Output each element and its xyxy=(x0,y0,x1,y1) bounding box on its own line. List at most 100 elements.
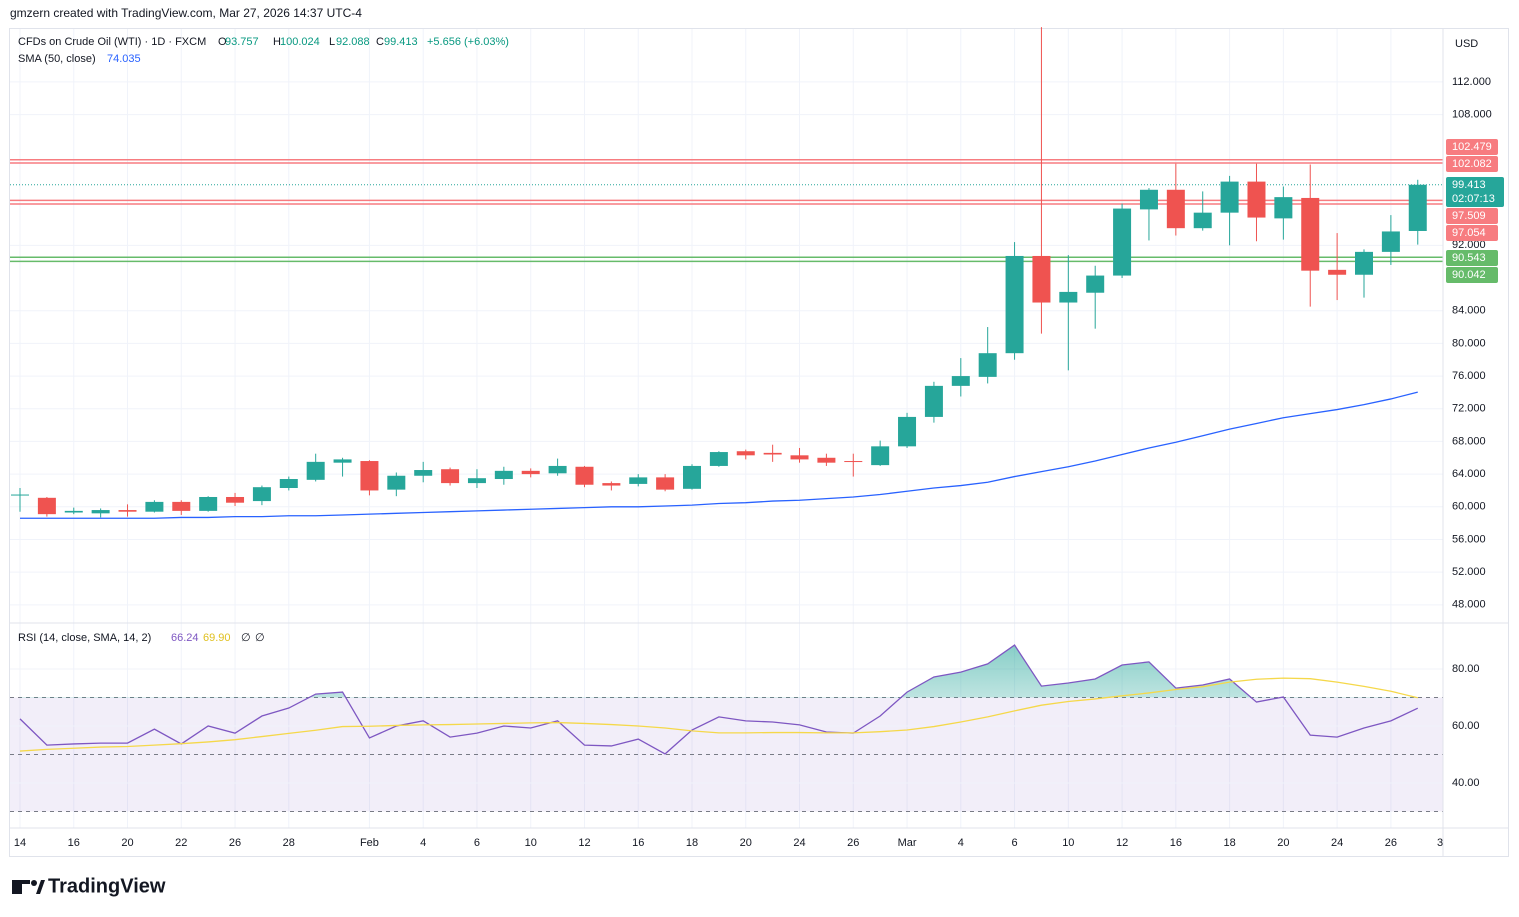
y-tick-label: 108.000 xyxy=(1452,109,1492,121)
rsi-legend-value: 69.90 xyxy=(203,632,231,644)
candle-body xyxy=(817,457,836,463)
x-tick-label: 22 xyxy=(175,837,187,849)
candle-body xyxy=(64,510,83,513)
candle-body xyxy=(333,459,352,463)
hline-label: 97.054 xyxy=(1452,227,1486,239)
x-tick-label: 24 xyxy=(1331,837,1343,849)
hline-label: 90.042 xyxy=(1452,269,1486,281)
ohlc-value: 93.757 xyxy=(225,36,259,48)
change: +5.656 (+6.03%) xyxy=(427,36,509,48)
y-tick-label: 52.000 xyxy=(1452,566,1486,578)
countdown: 02:07:13 xyxy=(1452,193,1495,205)
candle-body xyxy=(1220,181,1239,213)
rsi-legend-value: 66.24 xyxy=(171,632,199,644)
ohlc-prefix: L xyxy=(329,36,335,48)
x-tick-label: Feb xyxy=(360,837,379,849)
hline-label: 102.479 xyxy=(1452,141,1492,153)
x-tick-label: 28 xyxy=(283,837,295,849)
y-tick-label: 48.000 xyxy=(1452,599,1486,611)
candle-body xyxy=(1381,231,1400,252)
hline-label-box xyxy=(1446,156,1498,172)
ohlc-prefix: H xyxy=(273,36,281,48)
rsi-line xyxy=(19,677,1418,752)
candle-body xyxy=(790,455,809,460)
candle-body xyxy=(226,496,245,503)
candle-body xyxy=(1408,184,1427,231)
ohlc-prefix: O xyxy=(218,36,227,48)
candle-body xyxy=(145,501,164,512)
hline-label: 90.543 xyxy=(1452,252,1486,264)
candle-body xyxy=(252,487,271,502)
y-tick-label: 72.000 xyxy=(1452,403,1486,415)
brand: TradingView xyxy=(48,875,166,897)
candle-body xyxy=(1193,212,1212,229)
candle-body xyxy=(1301,197,1320,271)
candle-body xyxy=(1274,197,1293,219)
overbought-fill xyxy=(20,645,1418,698)
candle-body xyxy=(656,477,675,490)
hline-label-box xyxy=(1446,267,1498,283)
y-tick-label: 80.00 xyxy=(1452,663,1480,675)
candle-body xyxy=(709,452,728,466)
candle-body xyxy=(306,461,325,480)
y-tick-label: 76.000 xyxy=(1452,370,1486,382)
y-tick-label: 64.000 xyxy=(1452,468,1486,480)
x-tick-label: 10 xyxy=(525,837,537,849)
x-tick-label: 20 xyxy=(740,837,752,849)
candle-body xyxy=(521,470,540,475)
x-tick-label: 26 xyxy=(847,837,859,849)
sma-value: 74.035 xyxy=(107,53,141,65)
last-price-box xyxy=(1446,177,1504,207)
x-tick-label: 12 xyxy=(1116,837,1128,849)
x-tick-label: 14 xyxy=(14,837,26,849)
candle-body xyxy=(1059,291,1078,303)
candle-body xyxy=(844,461,863,463)
rsi-legend: RSI (14, close, SMA, 14, 2) xyxy=(18,632,151,644)
candle-body xyxy=(1005,255,1024,354)
candle-body xyxy=(1032,255,1051,303)
candle-body xyxy=(763,452,782,455)
candle-body xyxy=(118,510,137,512)
candle-body xyxy=(575,466,594,485)
hline-label-box xyxy=(1446,225,1498,241)
candle-body xyxy=(360,461,379,491)
candle-body xyxy=(199,496,218,511)
x-tick-label: 10 xyxy=(1062,837,1074,849)
candle-body xyxy=(951,376,970,386)
y-tick-label: 84.000 xyxy=(1452,305,1486,317)
x-tick-label: 6 xyxy=(1011,837,1017,849)
x-tick-label: 12 xyxy=(578,837,590,849)
candle-body xyxy=(1086,275,1105,293)
hline-label-box xyxy=(1446,139,1498,155)
currency: USD xyxy=(1455,38,1478,50)
ohlc-value: 92.088 xyxy=(336,36,370,48)
x-tick-label: 16 xyxy=(68,837,80,849)
x-tick-label: 26 xyxy=(1385,837,1397,849)
candle-body xyxy=(1113,208,1132,276)
x-tick-label: 24 xyxy=(793,837,805,849)
candle-body xyxy=(279,479,298,489)
x-tick-label: 18 xyxy=(686,837,698,849)
candle-body xyxy=(441,469,460,484)
ohlc-value: 100.024 xyxy=(280,36,320,48)
candle-body xyxy=(871,446,890,466)
y-tick-label: 68.000 xyxy=(1452,435,1486,447)
candle-body xyxy=(1328,269,1347,275)
ohlc-prefix: C xyxy=(376,36,384,48)
candle-body xyxy=(172,501,191,511)
x-tick-label: 6 xyxy=(474,837,480,849)
x-tick-label: 18 xyxy=(1223,837,1235,849)
y-tick-label: 92.000 xyxy=(1452,239,1486,251)
sma-legend: SMA (50, close) xyxy=(18,53,96,65)
candle-body xyxy=(978,353,997,377)
rsi-legend-value: ∅ xyxy=(255,632,265,644)
sma-line xyxy=(20,391,1418,519)
candle-body xyxy=(602,483,621,486)
candle-body xyxy=(736,451,755,456)
x-tick-label: 20 xyxy=(121,837,133,849)
rsi-line xyxy=(19,644,1419,755)
x-tick-label: 4 xyxy=(958,837,964,849)
x-tick-label: 16 xyxy=(1170,837,1182,849)
